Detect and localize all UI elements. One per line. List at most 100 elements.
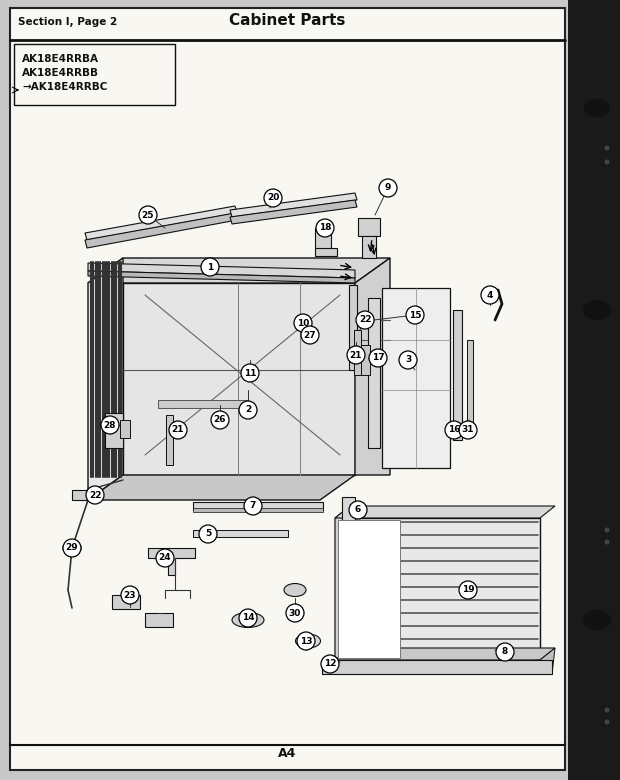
Polygon shape [88, 475, 355, 500]
Polygon shape [85, 213, 237, 248]
Bar [355, 503, 363, 518]
Text: →AK18E4RRBC: →AK18E4RRBC [22, 82, 107, 92]
Text: 22: 22 [359, 315, 371, 324]
Text: 11: 11 [244, 368, 256, 378]
Polygon shape [14, 44, 175, 105]
Bar [360, 345, 370, 375]
Bar [120, 420, 130, 438]
Text: 4: 4 [487, 290, 493, 300]
Ellipse shape [583, 610, 611, 630]
Circle shape [286, 604, 304, 622]
Polygon shape [230, 200, 357, 224]
Circle shape [297, 632, 315, 650]
Text: 5: 5 [205, 530, 211, 538]
Polygon shape [148, 548, 195, 575]
Polygon shape [335, 506, 350, 660]
Text: 29: 29 [66, 544, 78, 552]
Circle shape [481, 286, 499, 304]
Polygon shape [335, 506, 555, 518]
Circle shape [369, 349, 387, 367]
Text: 25: 25 [142, 211, 154, 219]
Bar [112, 595, 140, 609]
Circle shape [604, 540, 609, 544]
Circle shape [604, 719, 609, 725]
Text: 18: 18 [319, 224, 331, 232]
Circle shape [63, 539, 81, 557]
Text: 15: 15 [409, 310, 421, 320]
Text: 31: 31 [462, 426, 474, 434]
Bar [338, 520, 400, 658]
Circle shape [496, 643, 514, 661]
Ellipse shape [583, 300, 611, 320]
Bar [362, 236, 376, 258]
Text: 13: 13 [299, 636, 312, 646]
Circle shape [604, 707, 609, 712]
Circle shape [169, 421, 187, 439]
Text: 26: 26 [214, 416, 226, 424]
Text: 7: 7 [250, 502, 256, 510]
Circle shape [379, 179, 397, 197]
Circle shape [121, 586, 139, 604]
Text: 16: 16 [448, 426, 460, 434]
Circle shape [239, 609, 257, 627]
Text: 23: 23 [124, 590, 136, 600]
Bar [72, 490, 92, 500]
Circle shape [86, 486, 104, 504]
Circle shape [347, 346, 365, 364]
Polygon shape [322, 648, 555, 674]
Text: 22: 22 [89, 491, 101, 499]
Circle shape [604, 527, 609, 533]
Ellipse shape [284, 583, 306, 597]
Circle shape [301, 326, 319, 344]
Bar [358, 218, 380, 236]
Circle shape [459, 421, 477, 439]
Circle shape [356, 311, 374, 329]
Polygon shape [88, 263, 355, 278]
Circle shape [156, 549, 174, 567]
Text: 8: 8 [502, 647, 508, 657]
Circle shape [139, 206, 157, 224]
Bar [368, 298, 380, 448]
Bar [382, 288, 450, 468]
Text: 3: 3 [405, 356, 411, 364]
Bar [315, 228, 331, 250]
Polygon shape [230, 193, 357, 217]
Bar [315, 248, 337, 256]
Text: A4: A4 [278, 747, 296, 760]
Text: 21: 21 [172, 426, 184, 434]
Text: 6: 6 [355, 505, 361, 515]
Text: 12: 12 [324, 660, 336, 668]
Text: 19: 19 [462, 586, 474, 594]
Polygon shape [335, 648, 555, 660]
Polygon shape [88, 258, 390, 283]
Bar [10, 8, 565, 770]
Text: 9: 9 [385, 183, 391, 193]
Polygon shape [123, 283, 355, 475]
Polygon shape [335, 518, 540, 660]
Bar [467, 340, 473, 435]
Ellipse shape [63, 541, 81, 555]
Text: 2: 2 [245, 406, 251, 414]
Circle shape [445, 421, 463, 439]
Text: 24: 24 [159, 554, 171, 562]
Bar [145, 613, 173, 627]
Text: 21: 21 [350, 350, 362, 360]
Ellipse shape [584, 99, 610, 117]
Bar [322, 660, 552, 674]
Polygon shape [85, 206, 237, 240]
Bar [105, 413, 123, 448]
Circle shape [201, 258, 219, 276]
Circle shape [211, 411, 229, 429]
Text: AK18E4RRBB: AK18E4RRBB [22, 68, 99, 78]
Circle shape [239, 401, 257, 419]
Text: 28: 28 [104, 420, 117, 430]
Text: 10: 10 [297, 318, 309, 328]
Bar [193, 502, 323, 510]
Text: 1: 1 [207, 263, 213, 271]
Circle shape [349, 501, 367, 519]
Text: 27: 27 [304, 331, 316, 339]
Ellipse shape [296, 634, 321, 648]
Bar [568, 0, 620, 780]
Polygon shape [88, 258, 123, 500]
Text: 30: 30 [289, 608, 301, 618]
